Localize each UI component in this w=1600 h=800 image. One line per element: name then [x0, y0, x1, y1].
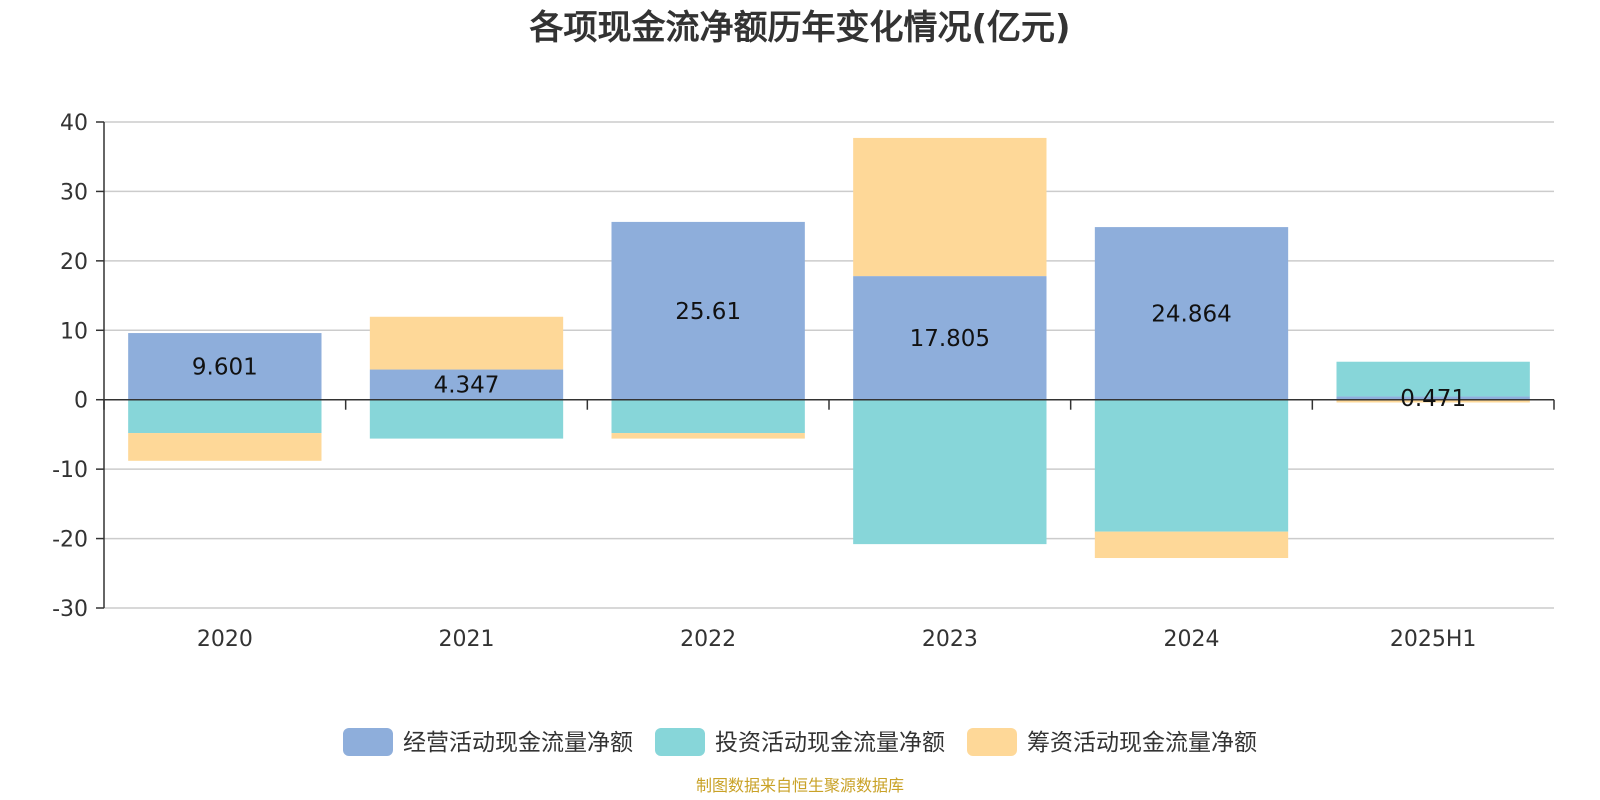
legend-swatch [655, 728, 705, 756]
y-tick-label: 0 [74, 389, 88, 414]
bar-2021-series-2[interactable] [369, 316, 564, 370]
bar-2025H1-series-1[interactable] [1336, 361, 1530, 397]
x-tick-label: 2021 [439, 627, 495, 652]
bar-2020-series-0[interactable] [128, 333, 322, 400]
chart-title: 各项现金流净额历年变化情况(亿元) [529, 8, 1071, 48]
y-tick-label: -30 [52, 597, 88, 622]
bar-2024-series-1[interactable] [1094, 399, 1289, 532]
legend-item-1[interactable]: 投资活动现金流量净额 [655, 728, 945, 756]
x-tick-label: 2025H1 [1390, 627, 1477, 652]
data-label-2021: 4.347 [434, 373, 500, 399]
axis-layer: -30 -20 -10 0 10 20 30 40 2020 2021 2022 2023 2024 20… [52, 111, 1555, 652]
source-note: 制图数据来自恒生聚源数据库 [695, 776, 904, 795]
y-tick-label: -10 [52, 458, 88, 483]
y-tick-label: 10 [60, 319, 88, 344]
cash-flow-chart: -30 -20 -10 0 10 20 30 40 2020 2021 2022 2023 2024 20… [52, 111, 1555, 756]
legend[interactable]: 经营活动现金流量净额 投资活动现金流量净额 筹资活动现金流量净额 [343, 728, 1257, 756]
bar-2021-series-1[interactable] [369, 399, 564, 439]
y-tick-label: 40 [60, 111, 88, 136]
bar-2024-series-2[interactable] [1094, 531, 1289, 559]
legend-label: 筹资活动现金流量净额 [1027, 730, 1257, 756]
bars-layer [128, 137, 1530, 559]
bar-2022-series-1[interactable] [611, 399, 805, 434]
legend-label: 经营活动现金流量净额 [403, 730, 633, 756]
legend-item-0[interactable]: 经营活动现金流量净额 [343, 728, 633, 756]
bar-2022-series-2[interactable] [611, 433, 805, 439]
bar-2025H1-series-2[interactable] [1336, 399, 1530, 403]
y-tick-label: 30 [60, 180, 88, 205]
y-tick-label: -20 [52, 528, 88, 553]
x-tick-label: 2020 [197, 627, 253, 652]
data-label-2023: 17.805 [910, 326, 990, 352]
data-label-2025H1: 0.471 [1400, 386, 1466, 412]
legend-swatch [343, 728, 393, 756]
bar-2023-series-1[interactable] [853, 399, 1047, 545]
bar-2025H1-series-0[interactable] [1336, 396, 1530, 400]
data-label-2024: 24.864 [1151, 301, 1231, 327]
bar-2023-series-2[interactable] [853, 137, 1047, 277]
data-label-2020: 9.601 [192, 354, 258, 380]
bar-2022-series-0[interactable] [611, 221, 805, 400]
bar-2020-series-2[interactable] [128, 433, 322, 461]
y-tick-label: 20 [60, 250, 88, 275]
legend-item-2[interactable]: 筹资活动现金流量净额 [967, 728, 1257, 756]
bar-2024-series-0[interactable] [1094, 227, 1289, 400]
x-tick-label: 2024 [1164, 627, 1220, 652]
x-tick-label: 2023 [922, 627, 978, 652]
legend-label: 投资活动现金流量净额 [715, 730, 945, 756]
data-label-2022: 25.61 [675, 299, 741, 325]
x-tick-label: 2022 [680, 627, 736, 652]
bar-2020-series-1[interactable] [128, 399, 322, 434]
bar-2021-series-0[interactable] [369, 369, 564, 400]
labels-layer: 9.601 4.347 25.61 17.805 24.864 0.471 [192, 299, 1466, 412]
bar-2023-series-0[interactable] [853, 276, 1047, 400]
legend-swatch [967, 728, 1017, 756]
